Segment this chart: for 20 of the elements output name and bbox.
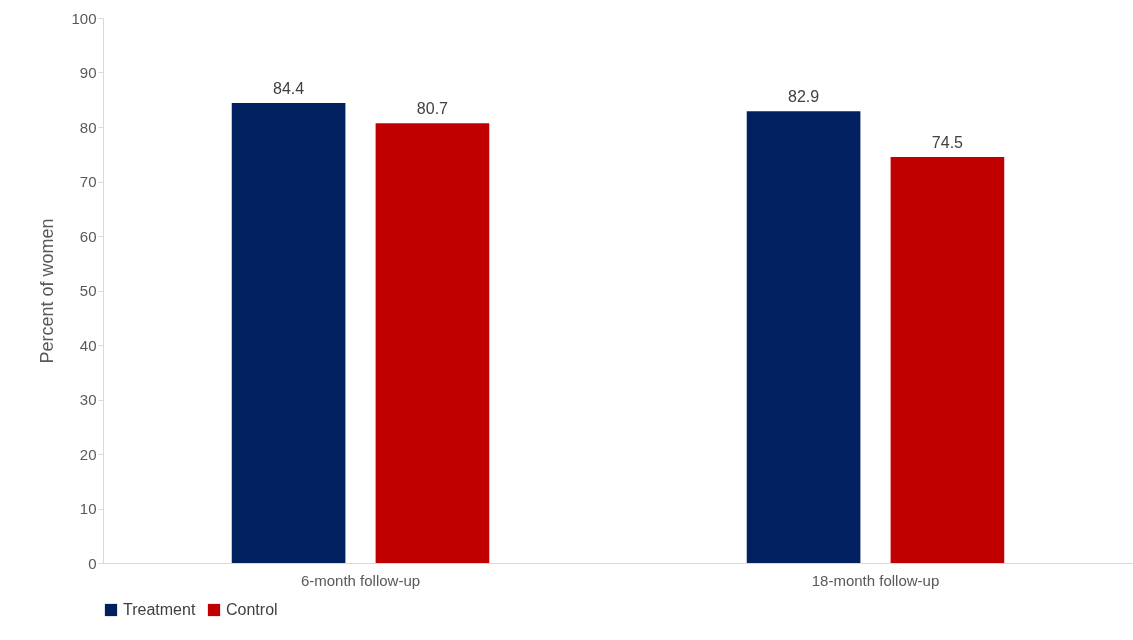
y-tick-label: 20 (79, 445, 97, 463)
y-tick-label: 40 (79, 336, 97, 354)
x-tick-label: 18-month follow-up (811, 571, 940, 589)
y-tick-label: 70 (79, 173, 97, 190)
y-axis-title: Percent of women (37, 218, 58, 364)
x-tick-label: 6-month follow-up (300, 571, 421, 589)
legend-label: Treatment (123, 601, 196, 618)
y-tick-label: 100 (71, 9, 97, 27)
y-tick-label: 30 (79, 391, 97, 408)
y-tick-label: 60 (79, 227, 97, 245)
legend-label: Control (226, 601, 278, 618)
data-label: 84.4 (273, 80, 305, 98)
data-label: 74.5 (931, 133, 964, 151)
y-tick-label: 10 (79, 500, 97, 517)
data-label: 82.9 (788, 88, 820, 106)
y-tick-label: 80 (79, 118, 97, 136)
data-label: 80.7 (416, 100, 449, 118)
y-tick-label: 0 (88, 554, 97, 572)
y-tick-label: 50 (79, 282, 97, 299)
y-tick-label: 90 (79, 64, 97, 81)
